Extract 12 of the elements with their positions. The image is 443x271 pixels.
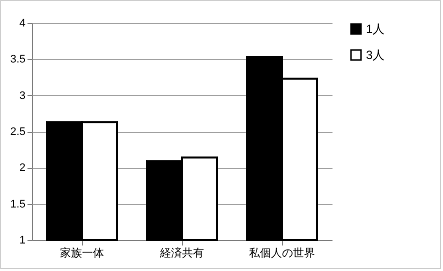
legend-label: 3人 <box>366 48 385 62</box>
y-tick-label: 2 <box>19 162 26 174</box>
y-tick-label: 1.5 <box>10 198 26 210</box>
legend-label: 1人 <box>366 22 385 36</box>
y-tick-label: 4 <box>19 18 26 30</box>
x-tick-label: 経済共有 <box>159 246 204 260</box>
y-tick-label: 3.5 <box>10 54 26 66</box>
x-tick-label: 私個人の世界 <box>249 246 315 260</box>
y-tick-label: 2.5 <box>10 126 26 138</box>
x-tick-label: 家族一体 <box>60 246 104 260</box>
y-tick-label: 1 <box>19 234 26 246</box>
y-tick-label: 3 <box>19 90 26 102</box>
